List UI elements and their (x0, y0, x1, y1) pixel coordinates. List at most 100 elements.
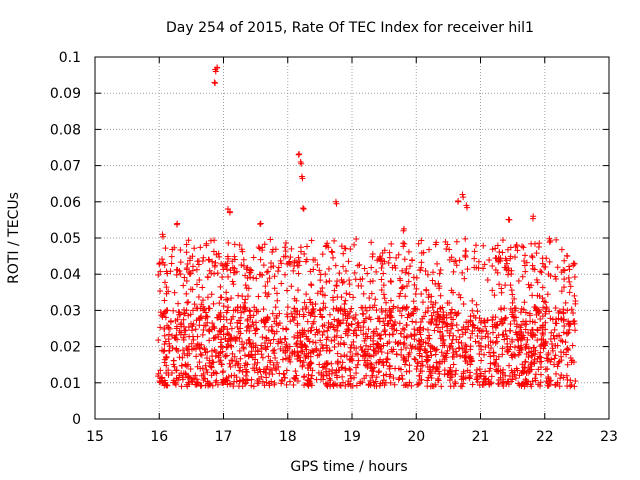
data-point (496, 281, 503, 288)
data-point (537, 379, 544, 386)
data-point (424, 363, 431, 370)
data-point (155, 370, 162, 377)
data-point (230, 281, 237, 288)
data-point (294, 335, 301, 342)
data-point (180, 336, 187, 343)
data-point (326, 277, 333, 284)
data-point (303, 333, 310, 340)
data-point (228, 325, 235, 332)
data-point (292, 375, 299, 382)
data-point (415, 381, 422, 388)
data-point (367, 360, 374, 367)
data-point (334, 359, 341, 366)
data-point (428, 374, 435, 381)
data-point (331, 237, 338, 244)
x-tick-label: 19 (343, 429, 361, 445)
data-point (161, 297, 168, 304)
data-point (565, 320, 572, 327)
data-point (384, 340, 391, 347)
data-point (471, 255, 478, 262)
x-tick-label: 20 (407, 429, 425, 445)
data-point (161, 325, 168, 332)
data-point (529, 215, 536, 222)
data-point (192, 372, 199, 379)
data-point (534, 292, 541, 299)
data-point (342, 267, 349, 274)
data-point (369, 304, 376, 311)
data-point (339, 279, 346, 286)
data-point (514, 247, 521, 254)
data-point (258, 351, 265, 358)
data-point (386, 249, 393, 256)
data-point (416, 346, 423, 353)
data-point (424, 335, 431, 342)
data-point (361, 265, 368, 272)
data-point (168, 318, 174, 325)
data-point (233, 358, 240, 365)
data-point (519, 335, 526, 342)
data-point (273, 312, 280, 319)
data-point (401, 326, 408, 333)
data-point (323, 361, 330, 368)
data-point (361, 318, 368, 325)
data-point (231, 253, 238, 260)
data-point (469, 321, 476, 328)
data-point (485, 334, 492, 341)
data-point (558, 246, 565, 253)
data-point (459, 191, 466, 198)
data-point (403, 321, 410, 328)
data-point (220, 331, 227, 338)
data-point (564, 307, 571, 314)
data-point (396, 308, 403, 315)
data-point (188, 340, 195, 347)
data-point (249, 319, 256, 326)
data-point (344, 332, 351, 339)
data-point (492, 324, 499, 331)
data-point (295, 270, 302, 277)
data-point (373, 326, 380, 333)
data-point (376, 318, 383, 325)
data-point (211, 270, 218, 277)
data-point (296, 258, 303, 265)
data-point (412, 291, 419, 298)
data-point (283, 325, 290, 332)
data-point (301, 299, 308, 306)
data-point (406, 362, 413, 369)
data-point (289, 313, 296, 320)
data-point (436, 283, 443, 290)
data-point (224, 330, 231, 337)
data-point (291, 334, 298, 341)
data-point (346, 291, 353, 298)
data-point (512, 329, 519, 336)
data-point (330, 305, 337, 312)
data-point (305, 328, 312, 335)
data-point (543, 355, 550, 362)
data-point (278, 280, 285, 287)
data-point (405, 278, 412, 285)
data-point (169, 332, 176, 339)
data-point (244, 274, 251, 281)
data-point (435, 324, 442, 331)
data-point (464, 266, 471, 273)
data-point (250, 383, 257, 390)
data-point (419, 299, 426, 306)
data-point (425, 294, 432, 301)
data-point (337, 307, 344, 314)
data-point (319, 323, 326, 330)
data-point (318, 313, 325, 320)
data-point (159, 256, 166, 263)
data-point (196, 359, 203, 366)
data-point (434, 377, 441, 384)
data-point (224, 266, 231, 273)
data-point (170, 357, 177, 364)
data-point (319, 291, 326, 298)
data-point (261, 339, 268, 346)
data-point (501, 305, 508, 312)
data-point (180, 282, 187, 289)
data-point (294, 353, 301, 360)
data-point (417, 267, 424, 274)
data-point (268, 323, 275, 330)
data-point (283, 381, 290, 388)
data-point (405, 311, 412, 318)
data-point (328, 360, 335, 367)
